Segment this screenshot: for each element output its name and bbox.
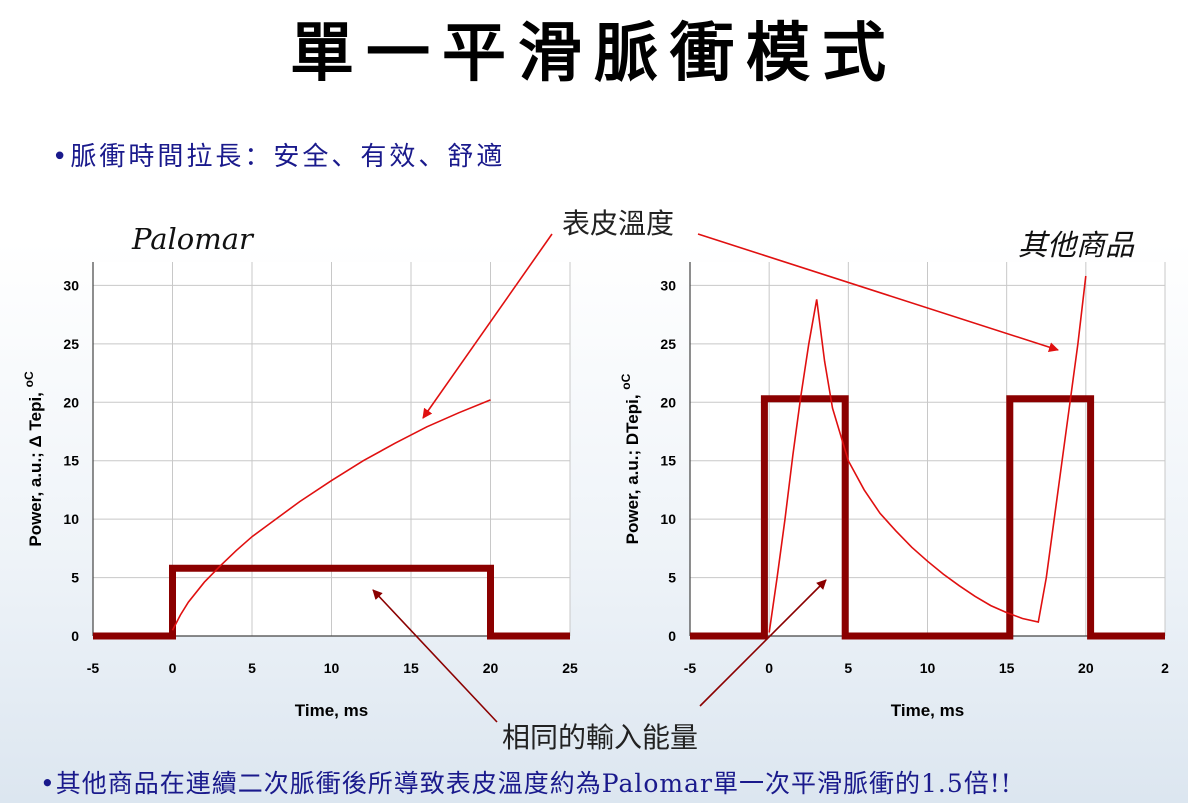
left-y-tick-label: 15 <box>63 453 79 469</box>
right-chart-title: 其他商品 <box>1018 228 1135 262</box>
skin-temperature-callout: 表皮溫度 <box>562 207 675 240</box>
left-x-tick-label: 25 <box>562 660 578 676</box>
left-y-axis-label: Power, a.u.; Δ Tepi, oC <box>22 371 45 547</box>
right-x-tick-label: 2 <box>1161 660 1169 676</box>
right-y-tick-label: 15 <box>660 453 676 469</box>
right-y-tick-label: 0 <box>668 628 676 644</box>
right-temperature-curve <box>768 275 1087 633</box>
left-temperature-curve <box>171 399 491 631</box>
bullet-point-1: •脈衝時間拉長：安全、有效、舒適 <box>52 142 506 172</box>
right-x-tick-label: 5 <box>844 660 852 676</box>
left-y-tick-label: 0 <box>71 628 79 644</box>
left-chart-title: Palomar <box>132 222 253 256</box>
left-y-tick-label: 20 <box>63 394 79 410</box>
right-y-tick-label: 5 <box>668 570 676 586</box>
left-x-tick-label: 5 <box>248 660 256 676</box>
left-y-tick-label: 5 <box>71 570 79 586</box>
right-x-tick-label: 15 <box>999 660 1015 676</box>
left-x-tick-label: 10 <box>324 660 340 676</box>
left-x-tick-label: -5 <box>87 660 100 676</box>
left-x-axis-label: Time, ms <box>295 701 368 720</box>
right-power-pulse-line <box>690 395 1165 640</box>
palomar-chart: -5 0 5 10 15 20 25 0 5 10 15 20 25 30 Time, ms Power, a… <box>22 262 578 720</box>
right-y-axis-label: Power, a.u.; DTepi, oC <box>619 373 642 544</box>
right-x-axis-label: Time, ms <box>891 701 964 720</box>
right-x-tick-label: 20 <box>1078 660 1094 676</box>
left-y-tick-label: 25 <box>63 336 79 352</box>
callout-arrow-skin-right <box>697 233 1059 352</box>
left-power-pulse-line <box>93 564 570 640</box>
page-title: 單一平滑脈衝模式 <box>290 16 898 91</box>
right-x-tick-label: 0 <box>765 660 773 676</box>
left-x-tick-label: 20 <box>483 660 499 676</box>
callout-arrow-skin-left <box>422 233 553 419</box>
left-y-tick-label: 30 <box>63 277 79 293</box>
left-x-tick-label: 15 <box>403 660 419 676</box>
left-y-axis-unit: oC <box>22 371 36 387</box>
left-x-tick-label: 0 <box>169 660 177 676</box>
bullet-point-2: •其他商品在連續二次脈衝後所導致表皮溫度約為Palomar單一次平滑脈衝的1.5… <box>40 769 1012 798</box>
right-x-tick-label: 10 <box>920 660 936 676</box>
same-energy-callout: 相同的輸入能量 <box>502 721 699 754</box>
left-y-tick-label: 10 <box>63 511 79 527</box>
right-y-tick-label: 30 <box>660 277 676 293</box>
right-y-tick-label: 25 <box>660 336 676 352</box>
callout-arrow-energy-left <box>372 589 498 723</box>
callout-arrow-energy-right <box>699 579 827 707</box>
right-y-axis-unit: oC <box>619 373 633 389</box>
right-y-tick-label: 10 <box>660 511 676 527</box>
right-y-tick-label: 20 <box>660 394 676 410</box>
right-x-tick-label: -5 <box>684 660 697 676</box>
